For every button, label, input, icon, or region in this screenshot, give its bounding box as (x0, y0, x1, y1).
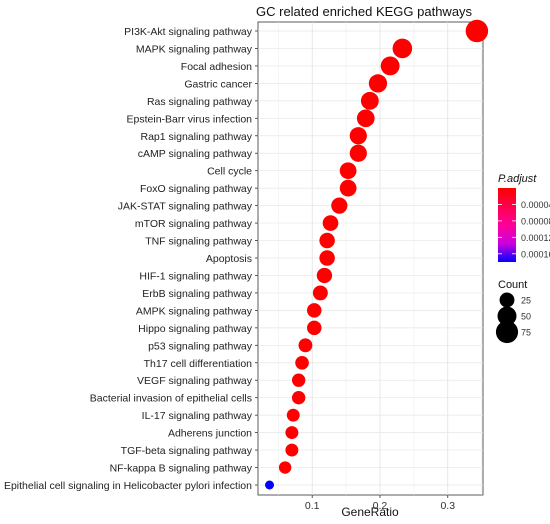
data-point (360, 91, 379, 110)
x-axis-label: GeneRatio (341, 505, 399, 519)
category-label: Focal adhesion (181, 61, 252, 73)
data-point (465, 19, 489, 43)
category-label: HIF-1 signaling pathway (139, 270, 252, 282)
category-label: JAK-STAT signaling pathway (118, 201, 253, 213)
data-point (339, 179, 357, 197)
category-label: Bacterial invasion of epithelial cells (90, 393, 252, 405)
data-point (331, 197, 348, 214)
category-label: Th17 cell differentiation (144, 358, 253, 370)
x-tick-label: 0.3 (440, 500, 455, 512)
data-point (368, 74, 388, 93)
grid-lines (258, 22, 483, 495)
x-tick-label: 0.2 (373, 500, 388, 512)
data-point (316, 267, 333, 284)
data-point (349, 127, 367, 145)
category-label: IL-17 signaling pathway (142, 410, 253, 422)
category-label: AMPK signaling pathway (136, 305, 253, 317)
category-label: p53 signaling pathway (148, 340, 253, 352)
color-legend-bar (498, 188, 516, 262)
size-legend-dot (497, 306, 517, 326)
data-point (356, 109, 375, 128)
data-point (285, 443, 299, 457)
size-legend-label: 25 (521, 296, 531, 306)
color-legend-label: 0.00004 (521, 200, 550, 210)
category-label: Epithelial cell signaling in Helicobacte… (4, 480, 252, 492)
data-point (291, 390, 306, 405)
color-legend-label: 0.00016 (521, 249, 550, 259)
color-legend: P.adjust 0.00004 0.00008 0.00012 0.00016 (498, 173, 550, 262)
size-legend-dot (495, 320, 519, 344)
data-points (265, 19, 489, 490)
category-label: TNF signaling pathway (145, 236, 253, 248)
data-point (319, 232, 335, 249)
category-label: VEGF signaling pathway (137, 375, 253, 387)
category-labels: PI3K-Akt signaling pathway MAPK signaling… (4, 26, 258, 492)
color-legend-label: 0.00008 (521, 216, 550, 226)
category-label: FoxO signaling pathway (140, 183, 253, 195)
data-point (298, 338, 313, 353)
data-point (295, 355, 309, 370)
data-point (380, 56, 400, 76)
category-label: NF-kappa B signaling pathway (110, 463, 253, 475)
size-legend-label: 75 (521, 328, 531, 338)
data-point (286, 408, 300, 422)
data-point (307, 320, 322, 336)
category-label: TGF-beta signaling pathway (121, 445, 253, 457)
data-point (285, 426, 299, 440)
data-point (392, 38, 413, 59)
data-point (307, 303, 322, 318)
category-label: cAMP signaling pathway (138, 148, 253, 160)
x-tick-label: 0.1 (305, 500, 320, 512)
data-point (319, 250, 335, 266)
category-label: MAPK signaling pathway (136, 43, 253, 55)
category-label: Rap1 signaling pathway (141, 131, 253, 143)
category-label: Gastric cancer (184, 78, 252, 90)
data-point (349, 144, 367, 162)
category-label: mTOR signaling pathway (135, 218, 253, 230)
data-point (322, 215, 339, 231)
color-legend-title: P.adjust (498, 173, 537, 185)
x-axis: 0.1 0.2 0.3 (305, 495, 455, 512)
category-label: Epstein-Barr virus infection (127, 113, 253, 125)
category-label: Apoptosis (206, 253, 252, 265)
size-legend: Count 25 50 75 (495, 279, 531, 344)
data-point (339, 162, 357, 180)
size-legend-title: Count (498, 279, 527, 291)
category-label: Hippo signaling pathway (138, 323, 253, 335)
data-point (278, 461, 292, 474)
category-label: Ras signaling pathway (147, 96, 253, 108)
data-point (312, 285, 328, 301)
size-legend-label: 50 (521, 312, 531, 322)
data-point (291, 373, 306, 387)
category-label: ErbB signaling pathway (142, 288, 252, 300)
category-label: Cell cycle (207, 166, 252, 178)
chart-title: GC related enriched KEGG pathways (256, 4, 473, 19)
color-legend-label: 0.00012 (521, 233, 550, 243)
category-label: Adherens junction (168, 428, 252, 440)
data-point (265, 480, 275, 490)
size-legend-dot (499, 292, 515, 308)
category-label: PI3K-Akt signaling pathway (124, 26, 253, 38)
